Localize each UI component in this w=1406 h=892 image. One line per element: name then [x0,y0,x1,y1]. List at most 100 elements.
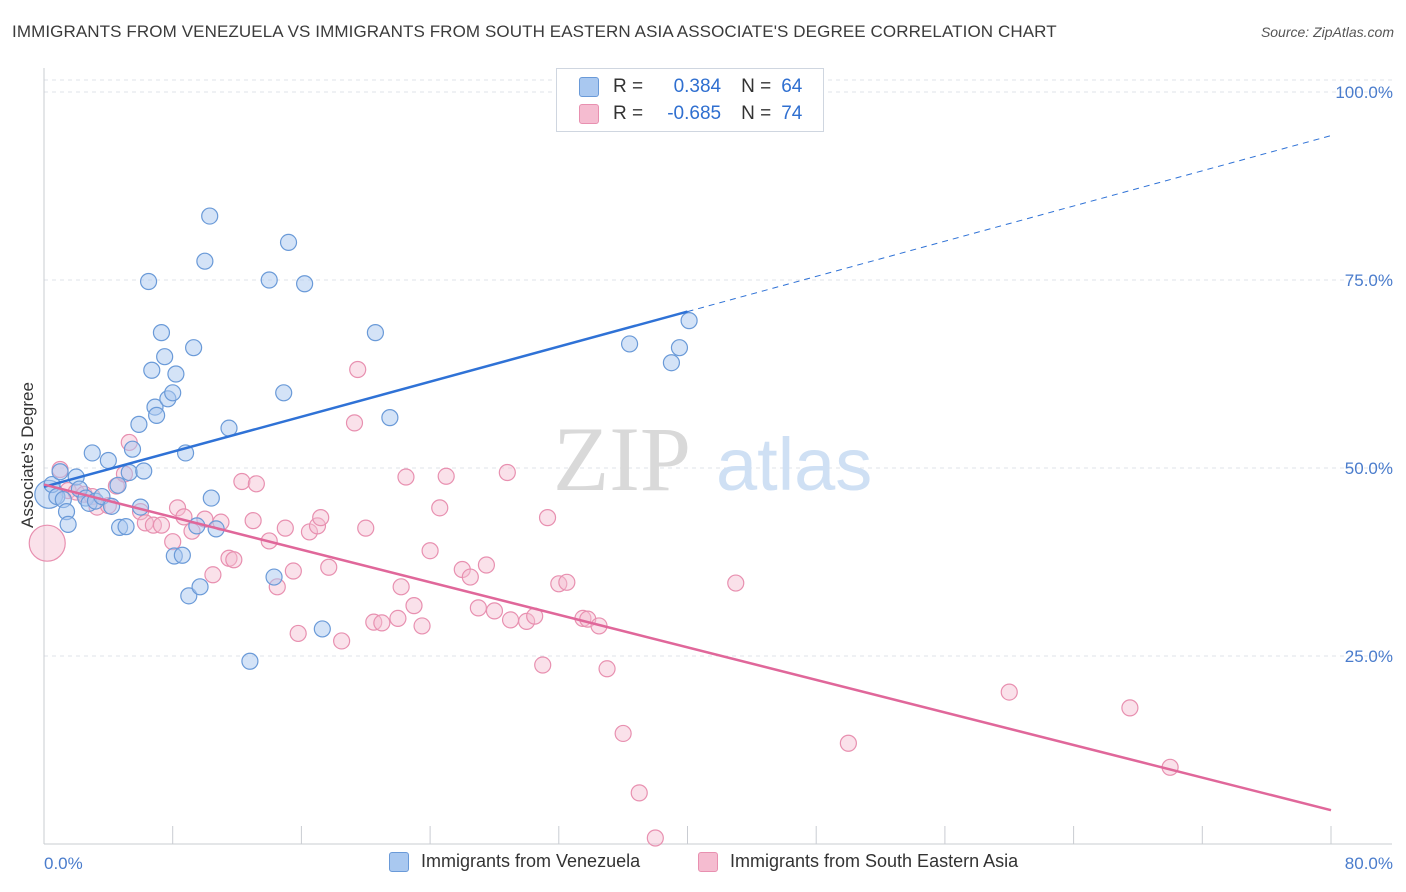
data-point-sea [598,660,616,678]
data-point-venezuela [381,409,399,427]
data-point-venezuela [59,515,77,534]
data-point-sea [320,558,338,576]
data-point-sea [1121,699,1139,717]
data-point-sea [421,542,439,560]
data-point-sea [276,519,294,537]
data-point-sea [345,414,364,432]
bottom-legend-sea: Immigrants from South Eastern Asia [698,851,1018,872]
legend-swatch-sea [698,851,718,872]
grid-lines [44,79,1392,657]
data-point-sea [244,512,262,530]
data-point-venezuela [139,272,158,291]
watermark-zip: ZIP [553,408,691,510]
legend: R = 0.384 N = 64 R = -0.685 N = 74 [556,68,824,132]
legend-row-sea: R = -0.685 N = 74 [579,101,802,127]
data-point-sea [437,467,455,485]
watermark: ZIP atlas [553,408,872,510]
legend-n-label: N = [741,103,772,124]
data-point-sea [534,656,552,674]
bottom-legend-venezuela: Immigrants from Venezuela [389,851,640,872]
data-point-sea [498,463,516,482]
data-point-venezuela [279,233,298,251]
data-point-venezuela [313,620,331,638]
data-point-venezuela [135,462,153,480]
data-point-sea [538,509,557,527]
data-point-sea [357,519,375,537]
data-point-venezuela [620,335,639,353]
data-point-sea [312,509,330,527]
data-point-venezuela [180,587,198,605]
chart-title: IMMIGRANTS FROM VENEZUELA VS IMMIGRANTS … [12,22,1057,41]
trend-lines [43,135,1332,812]
tick-labels: 25.0% 50.0% 75.0% 100.0% 0.0% 80.0% [44,83,1393,873]
data-point-sea [727,574,745,592]
legend-label-sea: Immigrants from South Eastern Asia [730,851,1019,871]
y-tick-label: 100.0% [1335,83,1393,102]
data-point-venezuela [196,252,214,270]
data-point-venezuela [148,406,166,424]
data-point-sea [839,734,857,752]
data-point-sea [397,468,415,486]
data-point-sea [247,475,265,493]
data-point-sea [152,516,171,534]
data-point-venezuela [164,384,182,402]
data-point-venezuela [296,275,314,293]
trend-line-sea [43,483,1332,812]
legend-n-label: N = [741,76,772,97]
data-point-sea [461,568,479,586]
data-point-venezuela [191,578,209,596]
data-point-venezuela [662,354,681,372]
data-point-sea [558,573,576,591]
data-point-sea [405,597,423,615]
data-point-sea [28,524,66,562]
x-tick-label-min: 0.0% [44,854,83,873]
data-point-venezuela [185,339,203,357]
data-point-sea [389,609,407,628]
data-point-sea [413,617,431,635]
data-point-venezuela [275,384,293,402]
data-point-venezuela [167,365,185,383]
data-point-venezuela [120,463,138,482]
data-point-venezuela [152,324,171,342]
data-point-venezuela [366,324,385,342]
legend-label-venezuela: Immigrants from Venezuela [421,851,641,871]
data-point-venezuela [260,271,278,289]
x-tick-label-max: 80.0% [1345,854,1393,873]
series-venezuela-points [34,207,698,670]
data-point-venezuela [265,568,283,586]
data-point-venezuela [117,518,135,536]
legend-swatch-venezuela [579,77,599,97]
data-point-sea [469,599,487,617]
data-point-sea [373,614,391,632]
data-point-venezuela [680,312,698,330]
data-point-sea [164,533,182,551]
data-point-sea [477,556,496,574]
data-point-sea [204,566,222,584]
data-point-venezuela [173,546,191,564]
data-point-sea [431,499,449,517]
trend-line-venezuela [43,310,688,489]
data-point-venezuela [83,444,101,462]
legend-r-label: R = [613,103,644,124]
data-point-sea [485,602,504,620]
data-point-sea [630,784,648,802]
series-sea-points [28,360,1179,847]
y-tick-label: 75.0% [1345,271,1393,290]
data-point-venezuela [130,415,148,433]
data-point-venezuela [143,361,161,379]
data-point-sea [168,499,187,517]
data-point-venezuela [123,440,142,458]
data-point-sea [284,562,302,580]
legend-swatch-sea [579,104,599,124]
data-point-sea [392,578,410,596]
data-point-venezuela [670,339,689,357]
data-point-sea [614,724,632,743]
trend-line-venezuela-projection [687,135,1332,313]
legend-swatch-venezuela [389,851,409,872]
data-point-venezuela [51,463,69,481]
legend-row-venezuela: R = 0.384 N = 64 [579,74,802,100]
watermark-atlas: atlas [716,423,872,506]
data-point-sea [233,472,251,491]
axes [43,68,1392,845]
